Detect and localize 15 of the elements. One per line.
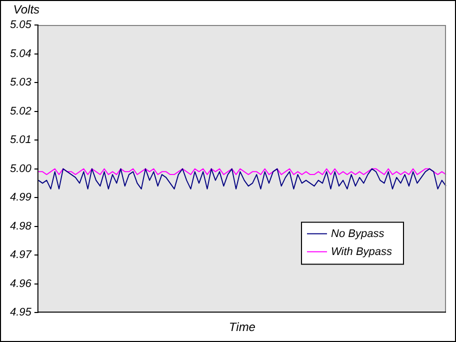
y-tick-label: 4.95 [10,306,32,319]
legend-label: With Bypass [331,246,393,258]
y-tick-label: 5.03 [10,76,32,89]
legend-label: No Bypass [331,228,385,240]
y-tick-label: 5.01 [10,134,32,146]
y-tick-label: 5.00 [10,162,32,175]
y-tick-label: 5.05 [10,19,32,32]
y-tick-label: 4.96 [10,278,32,290]
y-axis-title: Volts [13,2,40,16]
y-tick-label: 4.97 [10,249,32,262]
y-tick-label: 4.98 [10,220,32,232]
y-tick-label: 5.02 [10,105,32,118]
x-axis-title: Time [228,320,256,334]
y-tick-label: 5.04 [10,48,32,60]
y-tick-label: 4.99 [10,192,32,204]
